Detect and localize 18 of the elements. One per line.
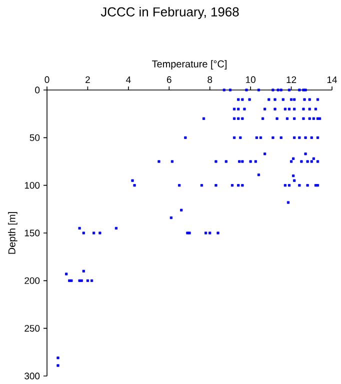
- y-tick-label: 200: [24, 277, 40, 284]
- y-tick-label: 150: [24, 230, 40, 236]
- x-tick-label: 2: [86, 76, 90, 83]
- chart-title: JCCC in February, 1968: [100, 6, 239, 20]
- y-axis-title: Depth [m]: [8, 212, 18, 254]
- y-tick-label: 100: [24, 182, 40, 189]
- x-tick-label: 14: [327, 76, 337, 83]
- x-tick-label: 4: [126, 76, 131, 83]
- y-tick-label: 300: [24, 372, 40, 380]
- x-tick-label: 8: [208, 76, 212, 83]
- x-tick-label: 10: [246, 76, 256, 83]
- x-tick-label: 0: [44, 76, 50, 83]
- x-tick-label: 6: [166, 76, 172, 83]
- x-tick-label: 12: [286, 76, 296, 83]
- y-tick-label: 0: [35, 86, 40, 94]
- y-tick-label: 50: [30, 134, 40, 142]
- x-axis-title: Temperature [°C]: [152, 60, 226, 70]
- y-tick-label: 250: [24, 324, 40, 332]
